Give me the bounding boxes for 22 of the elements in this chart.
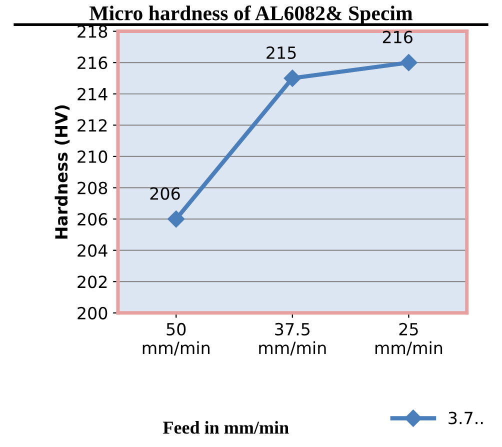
point <box>400 54 418 72</box>
data-label: 215 <box>266 46 296 60</box>
y-tick-label: 216 <box>78 56 108 70</box>
y-tick-label: 202 <box>78 276 107 288</box>
data-label: 206 <box>150 187 180 200</box>
y-tick-label: 210 <box>78 150 108 164</box>
x-tick-label: 37.5 mm/min <box>259 322 326 356</box>
chart-title: Micro hardness of AL6082& Specim <box>90 5 412 25</box>
data-label: 216 <box>382 30 412 44</box>
y-tick-label: 212 <box>78 119 107 132</box>
point <box>168 210 185 228</box>
x-tick-label: 50 mm/min <box>142 322 210 356</box>
y-tick-label: 214 <box>78 88 108 100</box>
y-axis-title: Hardness (HV) <box>54 105 70 239</box>
y-tick-label: 204 <box>78 244 108 257</box>
point <box>284 70 301 87</box>
x-tick-label: 25 mm/min <box>375 322 442 356</box>
x-axis-title: Feed in mm/min <box>163 421 289 434</box>
y-tick-label: 200 <box>78 306 108 320</box>
y-tick-label: 208 <box>78 182 108 194</box>
y-tick-label: 206 <box>78 212 108 226</box>
legend-label: 3.7.. <box>448 412 483 424</box>
